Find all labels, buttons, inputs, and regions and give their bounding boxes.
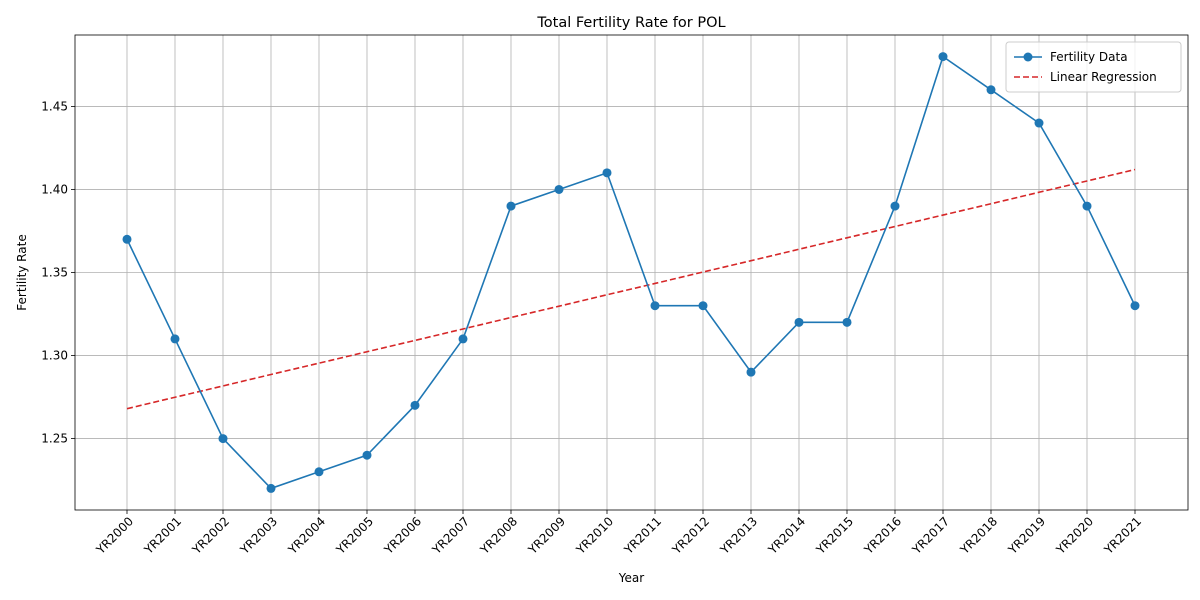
series-layer xyxy=(122,52,1140,493)
x-tick-label: YR2006 xyxy=(381,514,424,557)
legend-marker-fertility-data xyxy=(1023,52,1033,62)
y-tick-label: 1.25 xyxy=(41,432,68,446)
x-tick-label: YR2004 xyxy=(285,514,328,557)
x-tick-label: YR2021 xyxy=(1101,514,1144,557)
series-line-fertility-data xyxy=(126,55,1136,490)
data-point xyxy=(794,317,804,327)
x-tick-label: YR2005 xyxy=(333,514,376,557)
x-tick-label: YR2010 xyxy=(573,514,616,557)
x-tick-label: YR2002 xyxy=(189,514,232,557)
data-point xyxy=(410,400,420,410)
data-point xyxy=(554,184,564,194)
data-point xyxy=(1034,118,1044,128)
y-tick-label: 1.40 xyxy=(41,182,68,196)
data-point xyxy=(362,450,372,460)
x-tick-label: YR2013 xyxy=(717,514,760,557)
data-point xyxy=(890,201,900,211)
x-tick-label: YR2016 xyxy=(861,514,904,557)
legend-label-fertility-data: Fertility Data xyxy=(1050,50,1128,64)
data-point xyxy=(266,483,276,493)
x-tick-label: YR2018 xyxy=(957,514,1000,557)
x-tick-label: YR2008 xyxy=(477,514,520,557)
data-point xyxy=(170,334,180,344)
x-tick-label: YR2001 xyxy=(141,514,184,557)
x-tick-label: YR2009 xyxy=(525,514,568,557)
data-point xyxy=(650,301,660,311)
data-point xyxy=(746,367,756,377)
x-tick-label: YR2014 xyxy=(765,514,808,557)
x-tick-label: YR2020 xyxy=(1053,514,1096,557)
legend: Fertility Data Linear Regression xyxy=(1005,41,1182,93)
y-tick-label: 1.45 xyxy=(41,99,68,113)
x-axis-label: Year xyxy=(618,571,644,585)
x-tick-label: YR2007 xyxy=(429,514,472,557)
x-tick-label: YR2017 xyxy=(909,514,952,557)
x-tick-label: YR2003 xyxy=(237,514,280,557)
x-tick-label: YR2015 xyxy=(813,514,856,557)
legend-box xyxy=(1005,41,1182,93)
y-tick-label: 1.30 xyxy=(41,349,68,363)
legend-label-linear-regression: Linear Regression xyxy=(1050,70,1157,84)
data-point xyxy=(938,52,948,62)
data-point xyxy=(842,317,852,327)
y-axis-label: Fertility Rate xyxy=(15,234,29,310)
data-point xyxy=(122,234,132,244)
series-line-linear-regression xyxy=(126,168,1136,410)
data-point xyxy=(314,467,324,477)
data-point xyxy=(602,168,612,178)
ticks: YR2000 YR2001 YR2002 YR2003 YR2004 YR2005 YR20… xyxy=(41,99,1144,557)
data-point xyxy=(1082,201,1092,211)
data-point xyxy=(986,85,996,95)
grid xyxy=(75,35,1188,510)
y-tick-label: 1.35 xyxy=(41,266,68,280)
x-tick-label: YR2012 xyxy=(669,514,712,557)
data-point xyxy=(506,201,516,211)
x-tick-label: YR2011 xyxy=(621,514,664,557)
x-tick-label: YR2019 xyxy=(1005,514,1048,557)
chart-title: Total Fertility Rate for POL xyxy=(536,15,725,31)
data-point xyxy=(458,334,468,344)
data-point xyxy=(698,301,708,311)
data-point xyxy=(1130,301,1140,311)
x-tick-label: YR2000 xyxy=(93,514,136,557)
data-point xyxy=(218,434,228,444)
